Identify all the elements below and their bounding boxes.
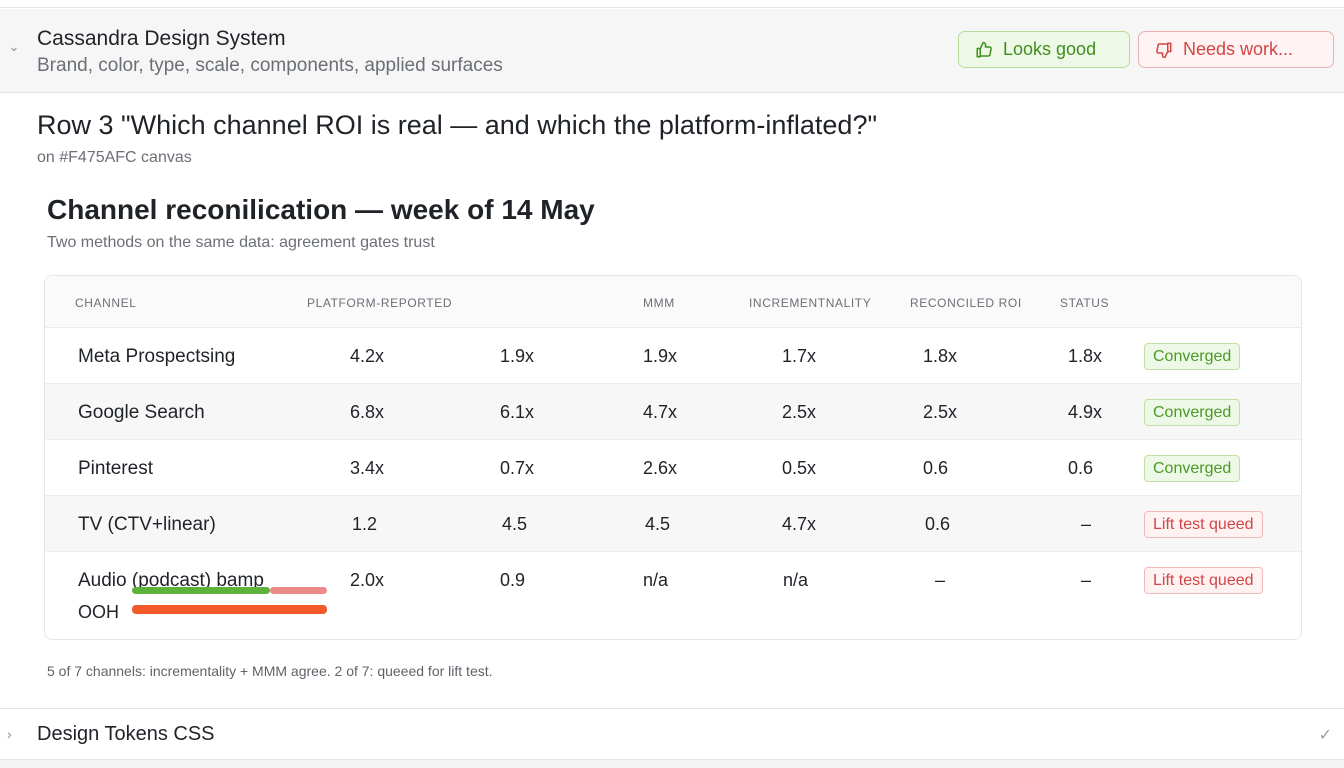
- needs-work-label: Needs work...: [1183, 39, 1294, 59]
- value-cell: 4.5: [645, 514, 671, 534]
- section-subtitle: Brand, color, type, scale, components, a…: [37, 55, 503, 76]
- value-cell: 2.6x: [643, 458, 678, 478]
- value-cell: 1.9x: [500, 346, 535, 366]
- table-row[interactable]: Audio (podcast) bamp OOH 2.0x 0.9 n/a n/…: [45, 552, 1301, 639]
- looks-good-label: Looks good: [1003, 39, 1097, 59]
- value-cell: 1.7x: [782, 346, 817, 366]
- header-channel: CHANNEL: [75, 296, 137, 310]
- chevron-down-icon[interactable]: ⌄: [8, 39, 20, 54]
- value-cell: 1.2: [352, 514, 378, 534]
- row-title: Row 3 "Which channel ROI is real — and w…: [37, 110, 878, 140]
- table-row[interactable]: Meta Prospectsing 4.2x 1.9x 1.9x 1.7x 1.…: [45, 328, 1301, 384]
- value-cell: 0.7x: [500, 458, 535, 478]
- value-cell: 6.1x: [500, 402, 535, 422]
- channel-name: TV (CTV+linear): [78, 514, 216, 535]
- status-badge: Converged: [1144, 455, 1241, 482]
- needs-work-button[interactable]: Needs work...: [1138, 31, 1334, 68]
- section-design-tokens[interactable]: › Design Tokens CSS ✓: [0, 708, 1344, 760]
- channel-name-ooh: OOH: [78, 602, 120, 622]
- table-row[interactable]: Pinterest 3.4x 0.7x 2.6x 0.5x 0.6 0.6 Co…: [45, 440, 1301, 496]
- value-cell: 4.5: [502, 514, 528, 534]
- value-cell: –: [1081, 570, 1092, 590]
- value-cell: 4.7x: [643, 402, 678, 422]
- table-footnote: 5 of 7 channels: incrementality + MMM ag…: [47, 663, 493, 679]
- header-incrementality: INCREMENTNALITY: [749, 296, 872, 310]
- row-subtitle: on #F475AFC canvas: [37, 149, 192, 166]
- value-cell: 4.2x: [350, 346, 385, 366]
- chevron-right-icon[interactable]: ›: [7, 726, 12, 742]
- value-cell: 2.5x: [923, 402, 958, 422]
- thumbs-down-icon: [1156, 42, 1172, 58]
- header-status: STATUS: [1060, 296, 1110, 310]
- channel-name: Meta Prospectsing: [78, 346, 236, 367]
- status-badge: Converged: [1144, 343, 1241, 370]
- thumbs-up-icon: [976, 41, 992, 57]
- bottom-strip: [0, 760, 1344, 768]
- looks-good-button[interactable]: Looks good: [958, 31, 1130, 68]
- channel-name: Audio (podcast) bamp: [78, 570, 264, 591]
- reconciliation-table: CHANNEL PLATFORM-REPORTED MMM INCREMENTN…: [44, 275, 1302, 640]
- value-cell: 6.8x: [350, 402, 385, 422]
- check-icon: ✓: [1318, 727, 1332, 744]
- top-divider: [0, 0, 1344, 8]
- value-cell: –: [1081, 514, 1092, 534]
- section2-title: Design Tokens CSS: [37, 723, 215, 745]
- status-badge: Lift test queed: [1144, 567, 1263, 594]
- table-row[interactable]: Google Search 6.8x 6.1x 4.7x 2.5x 2.5x 4…: [45, 384, 1301, 440]
- agreement-bar-orange: [132, 605, 327, 614]
- value-cell: 1.8x: [1068, 346, 1103, 366]
- value-cell: n/a: [783, 570, 809, 590]
- value-cell: 2.5x: [782, 402, 817, 422]
- value-cell: 0.9: [500, 570, 526, 590]
- value-cell: 0.6: [1068, 458, 1094, 478]
- value-cell: n/a: [643, 570, 669, 590]
- table-header: CHANNEL PLATFORM-REPORTED MMM INCREMENTN…: [45, 276, 1301, 328]
- value-cell: 3.4x: [350, 458, 385, 478]
- channel-name: Pinterest: [78, 458, 153, 479]
- value-cell: 0.6: [923, 458, 949, 478]
- value-cell: 1.9x: [643, 346, 678, 366]
- value-cell: 1.8x: [923, 346, 958, 366]
- section-title: Cassandra Design System: [37, 27, 286, 50]
- status-badge: Lift test queed: [1144, 511, 1263, 538]
- channel-name: Google Search: [78, 402, 205, 423]
- header-mmm: MMM: [643, 296, 675, 310]
- value-cell: 2.0x: [350, 570, 385, 590]
- table-row[interactable]: TV (CTV+linear) 1.2 4.5 4.5 4.7x 0.6 – L…: [45, 496, 1301, 552]
- header-platform: PLATFORM-REPORTED: [307, 296, 453, 310]
- status-badge: Converged: [1144, 399, 1241, 426]
- value-cell: 4.9x: [1068, 402, 1103, 422]
- section-header[interactable]: ⌄ Cassandra Design System Brand, color, …: [0, 9, 1344, 93]
- value-cell: 0.5x: [782, 458, 817, 478]
- card-subtitle: Two methods on the same data: agreement …: [47, 234, 435, 251]
- value-cell: 0.6: [925, 514, 951, 534]
- agreement-bar-green: [132, 587, 270, 594]
- value-cell: 4.7x: [782, 514, 817, 534]
- agreement-bar-pink: [270, 587, 327, 594]
- card-title: Channel reconilication — week of 14 May: [47, 194, 595, 225]
- header-reconciled: RECONCILED ROI: [910, 296, 1022, 310]
- value-cell: –: [935, 570, 946, 590]
